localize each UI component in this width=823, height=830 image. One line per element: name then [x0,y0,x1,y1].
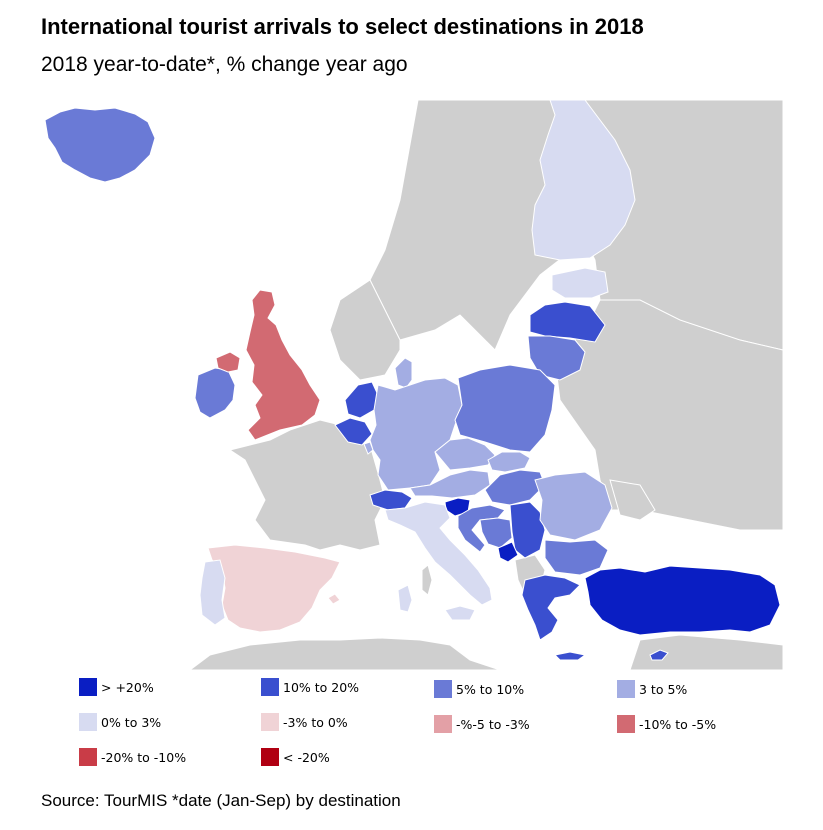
legend-swatch [261,713,279,731]
legend-swatch [617,680,635,698]
legend-swatch [79,678,97,696]
region-latvia [529,301,606,343]
region-romania [534,471,613,541]
legend-item: > +20% [79,678,154,696]
legend-label: -10% to -5% [639,716,717,732]
legend-label: -3% to 0% [283,714,348,730]
region-switzerland [369,489,413,511]
region-croatia [457,504,506,553]
legend-item: -10% to -5% [617,715,716,733]
legend-label: -%-5 to -3% [456,716,530,732]
region-spain [207,544,341,633]
legend: > +20% 10% to 20% 5% to 10% 3 to 5% 0% t… [79,678,779,778]
legend-item: 3 to 5% [617,680,687,698]
region-poland [454,364,556,453]
legend-item: 5% to 10% [434,680,524,698]
legend-item: -20% to -10% [79,748,186,766]
legend-item: -%-5 to -3% [434,715,530,733]
region-serbia [509,501,546,559]
region-estonia [551,267,609,299]
region-united-kingdom [245,289,321,441]
legend-swatch [79,713,97,731]
region-finland [531,100,636,261]
legend-swatch [617,715,635,733]
legend-swatch [261,748,279,766]
region-montenegro [497,541,519,563]
region-northern-ireland [215,351,241,373]
region-portugal [199,559,226,626]
region-czechia [434,437,496,471]
region-netherlands [344,381,379,419]
region-iceland [44,107,156,183]
source-note: Source: TourMIS *date (Jan-Sep) by desti… [41,791,401,810]
region-slovakia [487,451,531,473]
region-ireland [194,367,236,419]
legend-swatch [434,680,452,698]
data-regions [44,100,781,661]
legend-label: 5% to 10% [456,681,525,697]
chart-title: International tourist arrivals to select… [41,14,644,39]
legend-label: 10% to 20% [283,679,360,695]
legend-item: -3% to 0% [261,713,348,731]
region-crete [553,651,587,661]
region-bosnia [479,517,513,549]
region-cyprus [649,649,669,661]
legend-item: < -20% [261,748,330,766]
legend-label: 3 to 5% [639,681,688,697]
region-sicily [444,605,476,621]
region-greece [521,574,581,641]
region-turkey [584,565,781,636]
legend-label: -20% to -10% [101,749,187,765]
region-denmark [394,357,413,389]
legend-item: 10% to 20% [261,678,359,696]
region-sardinia [397,584,413,613]
legend-swatch [79,748,97,766]
legend-label: < -20% [283,749,330,765]
legend-swatch [261,678,279,696]
europe-map [40,100,783,670]
region-lithuania [527,335,586,381]
region-balearic [327,593,341,605]
no-data-land [189,100,783,670]
region-italy [384,501,493,606]
legend-item: 0% to 3% [79,713,161,731]
legend-swatch [434,715,452,733]
region-germany [369,377,463,491]
chart-subtitle: 2018 year-to-date*, % change year ago [41,53,408,76]
legend-label: > +20% [101,679,154,695]
region-hungary [484,469,546,506]
legend-label: 0% to 3% [101,714,162,730]
region-bulgaria [544,539,609,576]
